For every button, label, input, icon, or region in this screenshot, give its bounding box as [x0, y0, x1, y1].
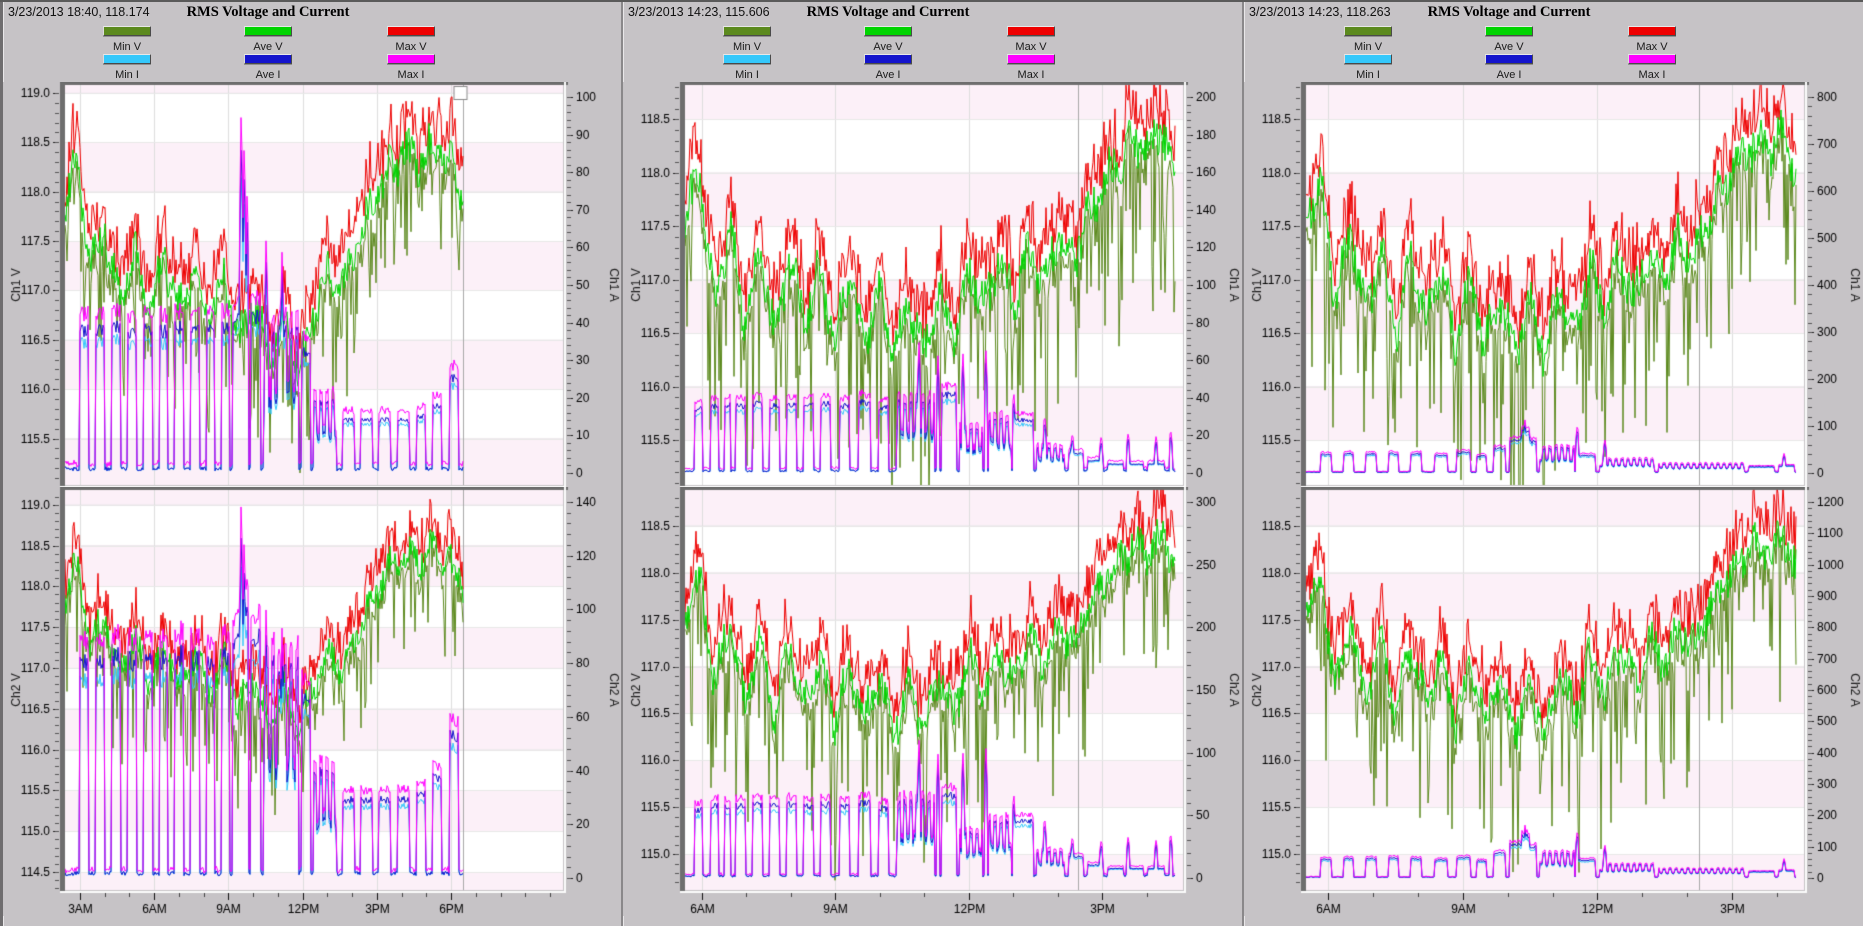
max-i-swatch — [1007, 54, 1055, 64]
legend-item-ave-v: Ave V — [828, 26, 948, 53]
legend-item-max-i: Max I — [1592, 54, 1712, 81]
max-i-swatch — [387, 54, 435, 64]
panel-header: 3/23/2013 18:40, 118.174 RMS Voltage and… — [3, 2, 621, 24]
max-v-swatch — [387, 26, 435, 36]
legend-item-min-i: Min I — [1308, 54, 1428, 81]
legend-label: Max I — [1017, 69, 1045, 81]
legend-label: Min V — [1353, 41, 1383, 53]
legend-item-min-v: Min V — [67, 26, 187, 53]
cursor-readout: 3/23/2013 14:23, 118.263 — [1249, 5, 1391, 19]
ch1-chart-canvas[interactable] — [3, 82, 624, 487]
legend: Min V Min I Ave V Ave I Max V Max I — [623, 24, 1242, 81]
legend-item-ave-i: Ave I — [208, 54, 328, 81]
legend-item-ave-i: Ave I — [1449, 54, 1569, 81]
legend-item-ave-v: Ave V — [1449, 26, 1569, 53]
ave-i-swatch — [1485, 54, 1533, 64]
ch2-chart-canvas[interactable] — [1244, 487, 1863, 916]
legend-item-max-v: Max V — [351, 26, 471, 53]
legend-label: Ave I — [1496, 69, 1522, 81]
legend-item-ave-v: Ave V — [208, 26, 328, 53]
max-i-swatch — [1628, 54, 1676, 64]
ch2-chart-canvas[interactable] — [3, 487, 624, 916]
ch1-chart-canvas[interactable] — [1244, 82, 1863, 487]
legend-label: Max V — [395, 41, 427, 53]
ave-v-swatch — [1485, 26, 1533, 36]
legend-item-min-i: Min I — [687, 54, 807, 81]
ave-i-swatch — [244, 54, 292, 64]
legend-label: Ave V — [873, 41, 903, 53]
max-v-swatch — [1628, 26, 1676, 36]
legend-item-max-v: Max V — [971, 26, 1091, 53]
min-v-swatch — [723, 26, 771, 36]
legend-item-max-i: Max I — [971, 54, 1091, 81]
legend-item-ave-i: Ave I — [828, 54, 948, 81]
ave-v-swatch — [244, 26, 292, 36]
min-v-swatch — [1344, 26, 1392, 36]
legend-label: Ave V — [253, 41, 283, 53]
panel-header: 3/23/2013 14:23, 115.606 RMS Voltage and… — [623, 2, 1242, 24]
legend-label: Ave I — [255, 69, 281, 81]
min-i-swatch — [1344, 54, 1392, 64]
legend-item-max-i: Max I — [351, 54, 471, 81]
legend-label: Min V — [112, 41, 142, 53]
ch1-chart-canvas[interactable] — [623, 82, 1244, 487]
chart-panel-2: 3/23/2013 14:23, 115.606 RMS Voltage and… — [621, 2, 1244, 926]
min-i-swatch — [103, 54, 151, 64]
legend-label: Max V — [1636, 41, 1668, 53]
legend-item-max-v: Max V — [1592, 26, 1712, 53]
legend-label: Max I — [1638, 69, 1666, 81]
chart-title: RMS Voltage and Current — [806, 4, 970, 20]
legend-label: Max V — [1015, 41, 1047, 53]
legend-label: Min I — [735, 69, 759, 81]
legend-label: Min I — [1356, 69, 1380, 81]
cursor-readout: 3/23/2013 18:40, 118.174 — [8, 5, 150, 19]
legend-label: Max I — [397, 69, 425, 81]
chart-panel-3: 3/23/2013 14:23, 118.263 RMS Voltage and… — [1242, 2, 1863, 926]
legend-item-min-v: Min V — [687, 26, 807, 53]
legend: Min V Min I Ave V Ave I Max V Max I — [1244, 24, 1863, 81]
legend-label: Ave I — [875, 69, 901, 81]
chart-title: RMS Voltage and Current — [1427, 4, 1591, 20]
cursor-readout: 3/23/2013 14:23, 115.606 — [628, 5, 770, 19]
legend-label: Min V — [732, 41, 762, 53]
legend-item-min-i: Min I — [67, 54, 187, 81]
chart-title: RMS Voltage and Current — [186, 4, 350, 20]
max-v-swatch — [1007, 26, 1055, 36]
legend-item-min-v: Min V — [1308, 26, 1428, 53]
ave-i-swatch — [864, 54, 912, 64]
chart-panel-1: 3/23/2013 18:40, 118.174 RMS Voltage and… — [0, 2, 624, 926]
min-i-swatch — [723, 54, 771, 64]
legend: Min V Min I Ave V Ave I Max V Max I — [3, 24, 621, 81]
min-v-swatch — [103, 26, 151, 36]
legend-label: Ave V — [1494, 41, 1524, 53]
ave-v-swatch — [864, 26, 912, 36]
ch2-chart-canvas[interactable] — [623, 487, 1244, 916]
panel-header: 3/23/2013 14:23, 118.263 RMS Voltage and… — [1244, 2, 1863, 24]
legend-label: Min I — [115, 69, 139, 81]
